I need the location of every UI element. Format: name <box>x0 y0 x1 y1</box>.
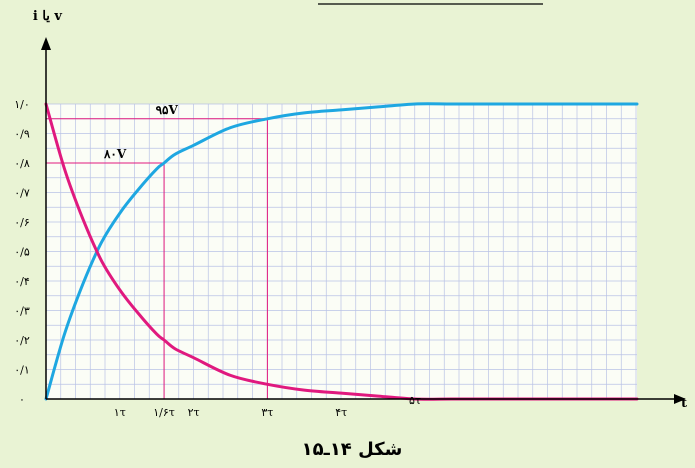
grid-lines <box>45 103 637 400</box>
y-tick-label: ۰ <box>19 393 25 406</box>
y-tick-label: ۰/۶ <box>14 216 30 229</box>
y-tick-label: ۱/۰ <box>14 98 30 111</box>
x-tick-labels: ۱τ ۱/۶τ ۲τ ۳τ ۴τ ۵τ <box>114 394 421 419</box>
y-tick-label: ۰/۸ <box>14 157 30 170</box>
annotation-label: ۸۰V <box>103 147 127 161</box>
y-axis-label: i یا v <box>33 9 63 24</box>
x-axis-label: t <box>681 396 687 411</box>
x-tick-label: ۵τ <box>409 394 421 407</box>
y-axis-arrow <box>41 37 51 50</box>
figure-caption: شکل ۱۴ـ۱۵ <box>302 439 403 460</box>
y-tick-labels: ۰ ۰/۱ ۰/۲ ۰/۳ ۰/۴ ۰/۵ ۰/۶ ۰/۷ ۰/۸ ۰/۹ ۱/۰ <box>14 98 30 406</box>
x-tick-label: ۱τ <box>114 406 126 419</box>
y-tick-label: ۰/۷ <box>14 187 30 200</box>
y-tick-label: ۰/۳ <box>14 305 30 318</box>
annotation-label: ۹۵V <box>156 103 179 117</box>
y-tick-label: ۰/۹ <box>14 128 30 141</box>
y-tick-label: ۰/۴ <box>14 275 30 288</box>
x-tick-label: ۱/۶τ <box>153 406 175 419</box>
y-tick-label: ۰/۵ <box>14 246 30 259</box>
annotation-guides <box>46 118 268 399</box>
axes <box>41 37 686 404</box>
x-axis-arrow <box>674 394 686 404</box>
y-tick-label: ۰/۱ <box>14 364 30 377</box>
x-tick-label: ۳τ <box>261 406 273 419</box>
x-tick-label: ۲τ <box>188 406 200 419</box>
series-rising-line <box>44 102 639 401</box>
y-tick-label: ۰/۲ <box>14 334 30 347</box>
x-tick-label: ۴τ <box>335 406 347 419</box>
annotation-labels: ۸۰V ۹۵V <box>103 103 179 161</box>
